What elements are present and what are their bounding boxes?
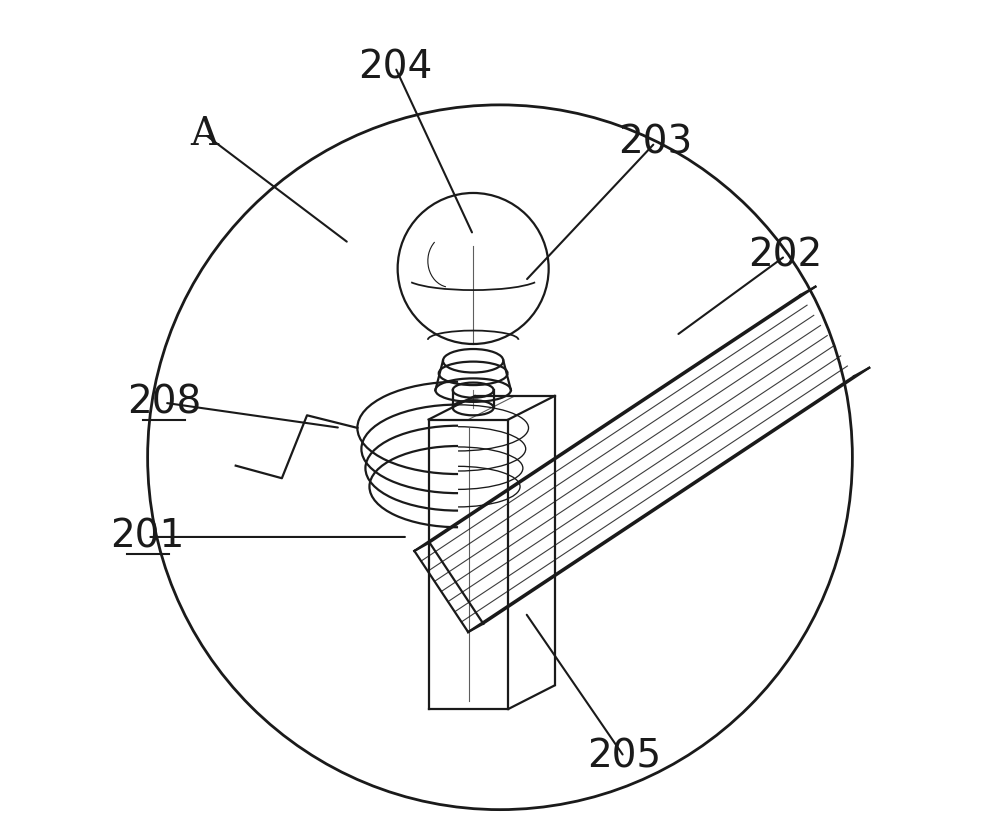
Text: A: A (191, 116, 219, 153)
Text: 203: 203 (618, 123, 692, 162)
Text: 204: 204 (358, 48, 432, 86)
Text: 205: 205 (587, 737, 661, 776)
Text: 201: 201 (110, 518, 185, 556)
Text: 208: 208 (127, 383, 202, 422)
Text: 202: 202 (748, 237, 822, 275)
